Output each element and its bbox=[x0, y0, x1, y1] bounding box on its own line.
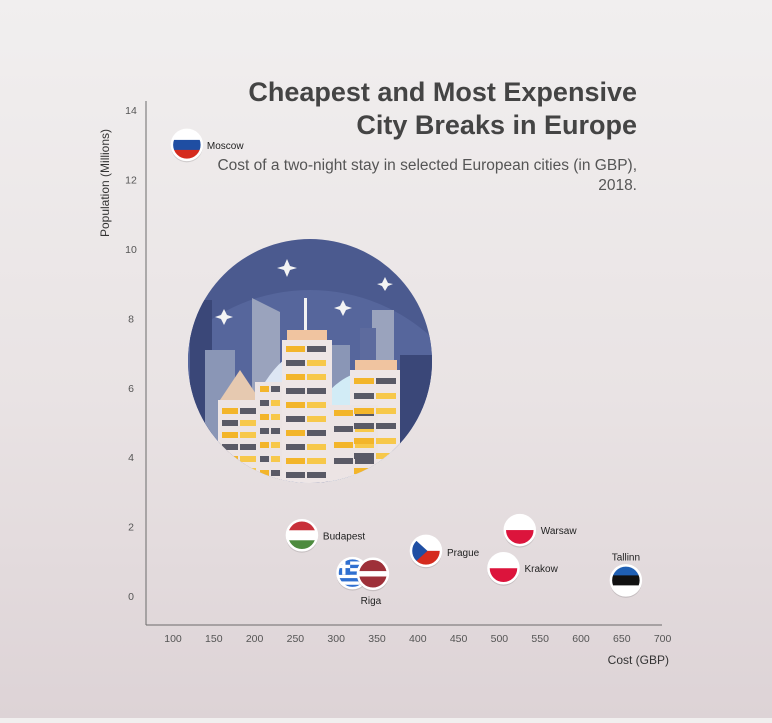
point-label: Moscow bbox=[207, 141, 244, 152]
y-tick-label: 12 bbox=[125, 175, 137, 187]
y-tick-label: 6 bbox=[128, 383, 134, 395]
chart-title: Cheapest and Most Expensive City Breaks … bbox=[248, 77, 637, 140]
y-tick-label: 4 bbox=[128, 452, 134, 464]
x-tick-label: 550 bbox=[531, 633, 549, 645]
point-label: Warsaw bbox=[541, 526, 578, 537]
x-axis-label: Cost (GBP) bbox=[608, 653, 669, 667]
x-tick-label: 150 bbox=[205, 633, 223, 645]
point-label: Budapest bbox=[323, 531, 365, 542]
x-tick-label: 350 bbox=[368, 633, 386, 645]
y-tick-label: 0 bbox=[128, 591, 134, 603]
x-tick-label: 600 bbox=[572, 633, 590, 645]
x-tick-label: 100 bbox=[164, 633, 182, 645]
x-tick-label: 400 bbox=[409, 633, 427, 645]
point-label: Riga bbox=[361, 596, 382, 607]
y-tick-label: 14 bbox=[125, 105, 137, 117]
point-label: Prague bbox=[447, 548, 480, 559]
data-points: Moscow Budapest Riga Prague Warsaw Krakow Tall… bbox=[170, 128, 643, 607]
y-tick-label: 8 bbox=[128, 313, 134, 325]
title-block: Cheapest and Most Expensive City Breaks … bbox=[217, 76, 637, 196]
point-label: Krakow bbox=[524, 564, 558, 575]
axes: 100 150 200 250 300 350 400 450 500 550 600 650 700 0… bbox=[98, 101, 672, 667]
x-tick-label: 650 bbox=[613, 633, 631, 645]
data-point-krakow[interactable]: Krakow bbox=[487, 551, 559, 586]
data-point-riga[interactable]: Riga bbox=[356, 557, 390, 607]
city-skyline-night-icon bbox=[188, 239, 432, 483]
data-point-warsaw[interactable]: Warsaw bbox=[503, 513, 578, 548]
data-point-tallinn[interactable]: Tallinn bbox=[609, 552, 643, 598]
data-point-moscow[interactable]: Moscow bbox=[170, 128, 244, 163]
data-point-prague[interactable]: Prague bbox=[409, 534, 480, 569]
x-tick-label: 250 bbox=[287, 633, 305, 645]
point-label: Tallinn bbox=[612, 552, 640, 563]
x-tick-label: 450 bbox=[450, 633, 468, 645]
x-tick-label: 200 bbox=[246, 633, 264, 645]
y-axis-label: Population (Millions) bbox=[98, 129, 112, 237]
y-tick-label: 10 bbox=[125, 244, 137, 256]
data-point-budapest[interactable]: Budapest bbox=[285, 519, 365, 553]
x-tick-label: 500 bbox=[491, 633, 509, 645]
y-tick-label: 2 bbox=[128, 522, 134, 534]
x-tick-label: 300 bbox=[327, 633, 345, 645]
x-tick-label: 700 bbox=[654, 633, 672, 645]
chart-subtitle: Cost of a two-night stay in selected Eur… bbox=[217, 157, 637, 194]
